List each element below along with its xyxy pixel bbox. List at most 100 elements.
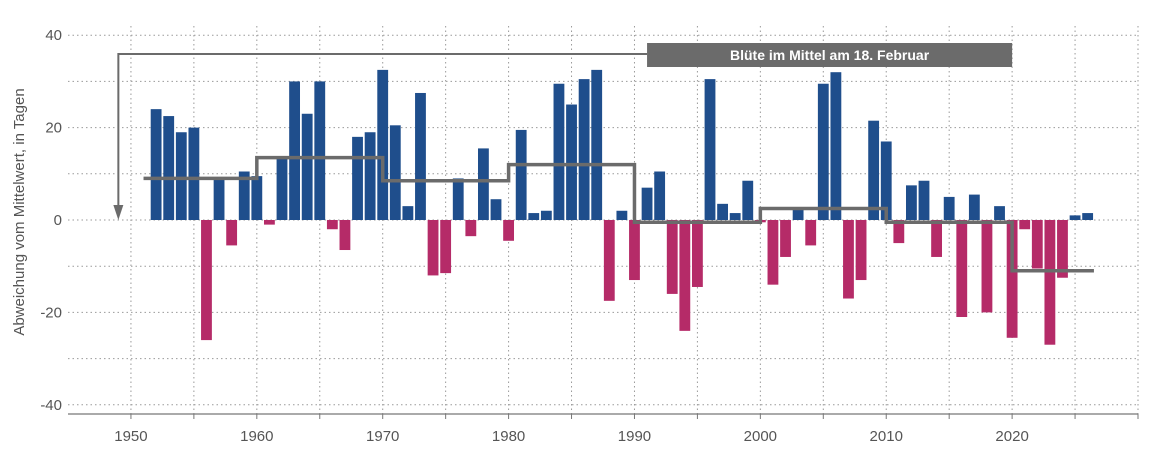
y-tick-label: 40 (45, 27, 62, 44)
bar (830, 72, 842, 220)
bar (918, 180, 930, 220)
bar (175, 132, 187, 220)
x-tick-label: 2000 (744, 428, 777, 445)
bar (263, 220, 275, 225)
bar (729, 213, 741, 220)
x-tick-label: 1980 (492, 428, 525, 445)
annotation-text: Blüte im Mittel am 18. Februar (730, 47, 930, 63)
bar (654, 171, 666, 220)
annotation-arrow (117, 53, 648, 206)
bar (629, 220, 640, 281)
decade-mean-layer (143, 155, 1094, 273)
bar (452, 178, 464, 220)
x-tick-label: 1950 (114, 428, 147, 445)
x-tick-label: 1970 (366, 428, 399, 445)
bar (1006, 220, 1018, 338)
bar (641, 187, 653, 220)
annotation: Blüte im Mittel am 18. Februar (113, 43, 1013, 220)
bar (603, 220, 615, 301)
bar (578, 79, 590, 220)
y-tick-label: -40 (40, 397, 62, 414)
bar (364, 132, 376, 220)
y-axis-tick-labels: -40 -20 0 20 40 (40, 27, 62, 414)
bar (855, 220, 867, 281)
bar (679, 220, 691, 331)
y-tick-label: -20 (40, 304, 62, 321)
y-tick-label: 20 (45, 120, 62, 137)
bar (1019, 220, 1031, 230)
bar (893, 220, 905, 244)
bar (616, 210, 628, 220)
bar (968, 194, 980, 220)
bar (1044, 220, 1056, 345)
bar (301, 113, 313, 220)
bar (880, 141, 892, 220)
bar (540, 210, 552, 220)
bar (415, 92, 426, 220)
bar (163, 116, 175, 220)
x-tick-label: 1990 (618, 428, 651, 445)
x-tick-label: 2010 (870, 428, 903, 445)
y-axis-title: Abweichung vom Mittelwert, in Tagen (11, 88, 28, 335)
bar (503, 220, 515, 241)
bar (780, 220, 791, 257)
bar (742, 180, 754, 220)
bar (490, 199, 502, 220)
decade-mean-line (143, 155, 1094, 273)
bar (515, 129, 527, 220)
bar (389, 125, 401, 220)
bar (377, 69, 389, 220)
bar (528, 213, 540, 220)
bar (1057, 220, 1068, 278)
bar (1031, 220, 1043, 269)
y-tick-label: 0 (54, 212, 62, 229)
arrowhead-icon (113, 205, 124, 220)
bar (201, 220, 212, 341)
bar (226, 220, 238, 246)
bar (188, 127, 200, 220)
bar (981, 220, 993, 313)
bar (465, 220, 477, 237)
bar (591, 69, 603, 220)
bars-layer (150, 69, 1094, 345)
bar (792, 208, 804, 220)
bar (1069, 215, 1081, 220)
x-axis (68, 413, 1139, 419)
bar (1082, 213, 1094, 220)
bar (402, 206, 414, 220)
x-tick-label: 1960 (240, 428, 273, 445)
x-axis-tick-labels: 1950 1960 1970 1980 1990 2000 2010 2020 (114, 428, 1029, 445)
x-tick-label: 2020 (995, 428, 1028, 445)
annotation-box (647, 43, 1013, 67)
bar (352, 136, 363, 220)
bar (427, 220, 439, 276)
bar (289, 81, 301, 220)
bar (566, 104, 577, 220)
bar (553, 83, 565, 220)
bar (817, 83, 829, 220)
bar (150, 109, 162, 220)
bar (704, 79, 716, 220)
bar (905, 185, 917, 220)
bar (805, 220, 817, 246)
bar (943, 196, 955, 220)
bar (868, 120, 880, 220)
bar (213, 178, 225, 220)
bar (691, 220, 703, 287)
bar (238, 171, 250, 220)
bar (251, 176, 263, 220)
bar (931, 220, 943, 257)
bar (314, 81, 326, 220)
bar (767, 220, 779, 285)
bar (440, 220, 452, 274)
bar (994, 206, 1005, 220)
bar (276, 157, 288, 220)
bar (477, 148, 489, 220)
bar (339, 220, 351, 251)
bar (326, 220, 338, 230)
bar (956, 220, 968, 317)
bar (717, 203, 729, 220)
bar (666, 220, 678, 294)
bar (843, 220, 854, 299)
